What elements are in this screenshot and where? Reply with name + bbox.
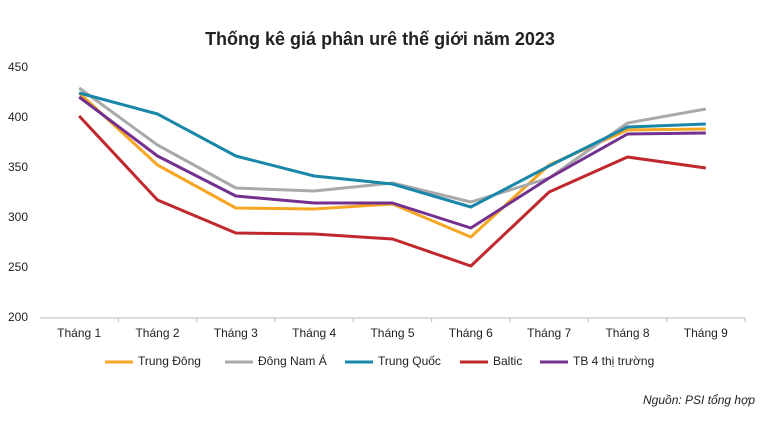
series-line: [78, 91, 706, 209]
y-tick-label: 200: [8, 310, 28, 324]
x-tick-label: Tháng 6: [449, 326, 493, 340]
legend-label: Baltic: [493, 354, 522, 368]
x-tick-label: Tháng 2: [135, 326, 179, 340]
x-tick-label: Tháng 4: [292, 326, 336, 340]
series-line: [78, 114, 707, 268]
y-tick-label: 450: [8, 60, 28, 74]
x-tick-label: Tháng 5: [370, 326, 414, 340]
y-tick-label: 400: [8, 110, 28, 124]
y-tick-label: 350: [8, 160, 28, 174]
x-tick-label: Tháng 3: [214, 326, 258, 340]
y-tick-label: 300: [8, 210, 28, 224]
x-tick-label: Tháng 7: [527, 326, 571, 340]
legend-label: Trung Đông: [138, 354, 201, 368]
series-line: [78, 95, 706, 230]
legend-label: Đông Nam Á: [258, 353, 327, 368]
source-note: Nguồn: PSI tổng hợp: [643, 393, 755, 407]
y-tick-label: 250: [8, 260, 28, 274]
x-tick-label: Tháng 8: [605, 326, 649, 340]
x-tick-label: Tháng 9: [684, 326, 728, 340]
legend-label: TB 4 thị trường: [573, 354, 654, 368]
x-tick-label: Tháng 1: [57, 326, 101, 340]
legend-label: Trung Quốc: [378, 354, 441, 368]
chart-title: Thống kê giá phân urê thế giới năm 2023: [205, 29, 555, 49]
